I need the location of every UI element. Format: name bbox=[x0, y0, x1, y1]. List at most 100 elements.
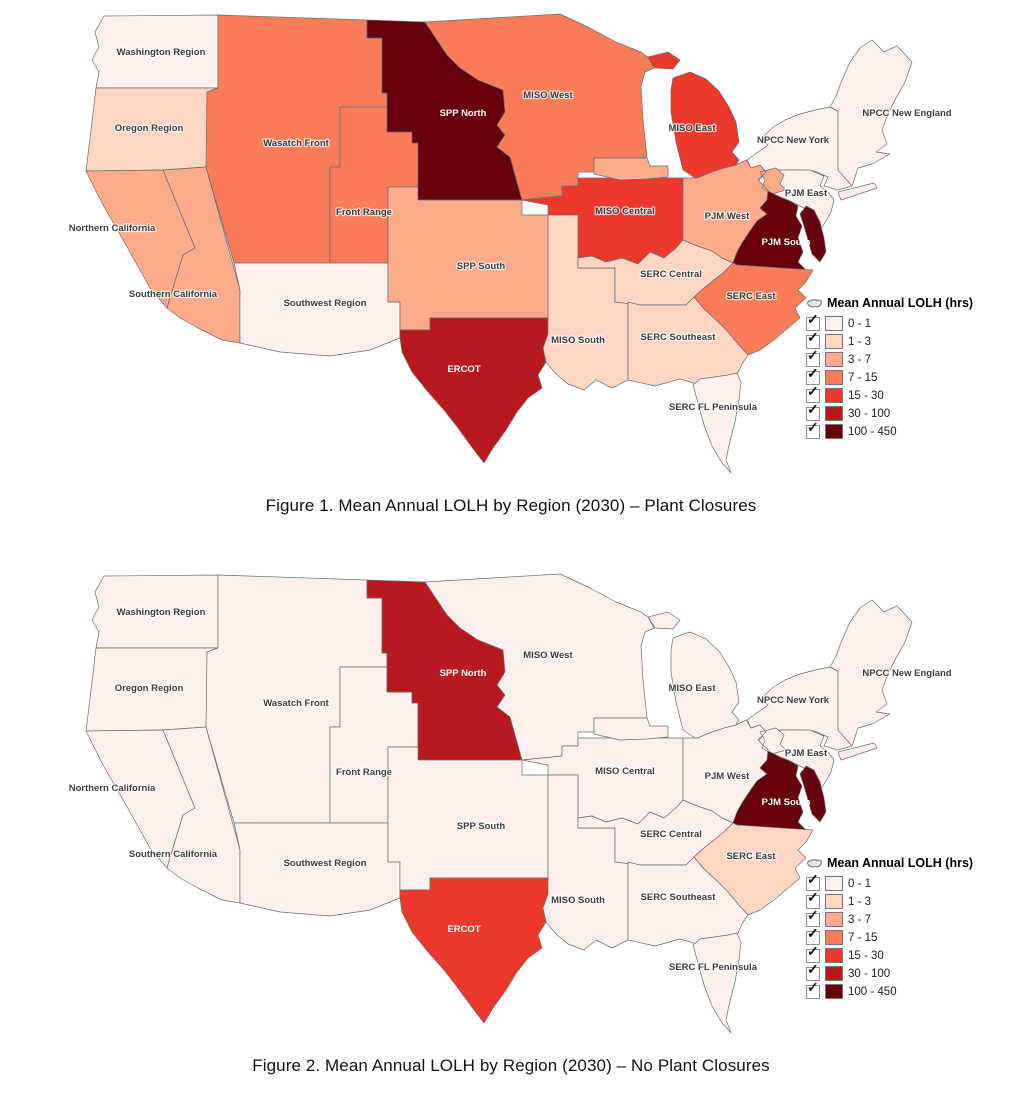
region-label-southwest: Southwest Region bbox=[284, 298, 367, 309]
region-serc_east[interactable] bbox=[693, 822, 814, 916]
legend-item-0: ✓ 0 - 1 bbox=[806, 872, 1012, 892]
legend-item-4: ✓ 15 - 30 bbox=[806, 944, 1012, 964]
region-miso_east[interactable] bbox=[647, 611, 740, 739]
region-ercot[interactable] bbox=[399, 317, 549, 464]
checkmark-icon: ✓ bbox=[807, 888, 819, 905]
region-serc_fl[interactable] bbox=[692, 932, 742, 1034]
region-label-oregon: Oregon Region bbox=[115, 683, 184, 694]
region-label-front_range: Front Range bbox=[336, 767, 392, 778]
region-spp_south[interactable] bbox=[387, 186, 549, 331]
legend-item-4: ✓ 15 - 30 bbox=[806, 384, 1012, 404]
legend-checkbox-5[interactable]: ✓ bbox=[806, 402, 820, 421]
region-label-oregon: Oregon Region bbox=[115, 123, 184, 134]
region-label-wasatch: Wasatch Front bbox=[263, 138, 329, 149]
region-serc_southeast[interactable] bbox=[627, 856, 749, 947]
checkmark-icon: ✓ bbox=[807, 418, 819, 435]
checkmark-icon: ✓ bbox=[807, 400, 819, 417]
region-label-n_california: Northern California bbox=[69, 783, 156, 794]
region-label-serc_central: SERC Central bbox=[640, 829, 702, 840]
checkmark-icon: ✓ bbox=[807, 870, 819, 887]
legend-checkbox-1[interactable]: ✓ bbox=[806, 890, 820, 909]
region-label-wasatch: Wasatch Front bbox=[263, 698, 329, 709]
region-label-npcc_ne: NPCC New England bbox=[862, 668, 951, 679]
legend-checkbox-0[interactable]: ✓ bbox=[806, 872, 820, 891]
legend-checkbox-5[interactable]: ✓ bbox=[806, 962, 820, 981]
region-spp_south[interactable] bbox=[387, 746, 549, 891]
checkmark-icon: ✓ bbox=[807, 924, 819, 941]
legend-title-row: Mean Annual LOLH (hrs) bbox=[806, 296, 1012, 310]
legend-item-1: ✓ 1 - 3 bbox=[806, 330, 1012, 350]
legend-title: Mean Annual LOLH (hrs) bbox=[827, 856, 974, 870]
legend-checkbox-6[interactable]: ✓ bbox=[806, 980, 820, 999]
legend-item-label: 1 - 3 bbox=[848, 895, 872, 908]
legend-swatch-1 bbox=[825, 334, 843, 349]
checkmark-icon: ✓ bbox=[807, 906, 819, 923]
checkmark-icon: ✓ bbox=[807, 328, 819, 345]
legend-checkbox-0[interactable]: ✓ bbox=[806, 312, 820, 331]
region-serc_east[interactable] bbox=[693, 262, 814, 356]
legend-checkbox-1[interactable]: ✓ bbox=[806, 330, 820, 349]
region-label-pjm_south: PJM South bbox=[761, 237, 810, 248]
legend-swatch-0 bbox=[825, 876, 843, 891]
region-s_california[interactable] bbox=[162, 726, 241, 904]
region-npcc_ne[interactable] bbox=[829, 39, 913, 187]
region-label-serc_southeast: SERC Southeast bbox=[641, 332, 717, 343]
legend-item-0: ✓ 0 - 1 bbox=[806, 312, 1012, 332]
region-southwest[interactable] bbox=[233, 262, 401, 357]
legend-checkbox-4[interactable]: ✓ bbox=[806, 384, 820, 403]
region-label-miso_east: MISO East bbox=[669, 683, 717, 694]
legend-item-label: 3 - 7 bbox=[848, 913, 872, 926]
region-miso_east[interactable] bbox=[647, 51, 740, 179]
region-label-front_range: Front Range bbox=[336, 207, 392, 218]
region-label-npcc_ny: NPCC New York bbox=[757, 695, 830, 706]
legend-item-label: 1 - 3 bbox=[848, 335, 872, 348]
map-2-wrap: Washington Region Oregon Region Northern C… bbox=[0, 560, 1022, 1040]
legend-item-label: 3 - 7 bbox=[848, 353, 872, 366]
legend-swatch-2 bbox=[825, 352, 843, 367]
legend-checkbox-6[interactable]: ✓ bbox=[806, 420, 820, 439]
region-label-spp_north: SPP North bbox=[440, 108, 487, 119]
map-1-wrap: Washington Region Oregon Region Northern C… bbox=[0, 0, 1022, 480]
legend-swatch-2 bbox=[825, 912, 843, 927]
region-label-miso_south: MISO South bbox=[551, 895, 605, 906]
legend-item-2: ✓ 3 - 7 bbox=[806, 908, 1012, 928]
figure-1-caption: Figure 1. Mean Annual LOLH by Region (20… bbox=[265, 496, 757, 515]
checkmark-icon: ✓ bbox=[807, 382, 819, 399]
legend-item-label: 7 - 15 bbox=[848, 931, 878, 944]
region-label-miso_central: MISO Central bbox=[595, 206, 655, 217]
legend-item-5: ✓ 30 - 100 bbox=[806, 402, 1012, 422]
legend-checkbox-4[interactable]: ✓ bbox=[806, 944, 820, 963]
region-label-pjm_south: PJM South bbox=[761, 797, 810, 808]
region-s_california[interactable] bbox=[162, 166, 241, 344]
region-label-serc_fl: SERC FL Peninsula bbox=[669, 962, 758, 973]
legend-checkbox-3[interactable]: ✓ bbox=[806, 366, 820, 385]
region-label-npcc_ne: NPCC New England bbox=[862, 108, 951, 119]
region-label-washington: Washington Region bbox=[117, 47, 206, 58]
legend-swatch-3 bbox=[825, 370, 843, 385]
legend-checkbox-2[interactable]: ✓ bbox=[806, 348, 820, 367]
region-label-pjm_west: PJM West bbox=[705, 771, 751, 782]
region-pjm_south[interactable] bbox=[732, 750, 827, 831]
legend-item-label: 0 - 1 bbox=[848, 877, 872, 890]
region-label-npcc_ny: NPCC New York bbox=[757, 135, 830, 146]
legend-swatch-1 bbox=[825, 894, 843, 909]
region-label-miso_central: MISO Central bbox=[595, 766, 655, 777]
region-label-washington: Washington Region bbox=[117, 607, 206, 618]
region-southwest[interactable] bbox=[233, 822, 401, 917]
region-npcc_ne[interactable] bbox=[829, 599, 913, 747]
legend-checkbox-2[interactable]: ✓ bbox=[806, 908, 820, 927]
legend-checkbox-3[interactable]: ✓ bbox=[806, 926, 820, 945]
region-serc_fl[interactable] bbox=[692, 372, 742, 474]
region-label-miso_south: MISO South bbox=[551, 335, 605, 346]
checkmark-icon: ✓ bbox=[807, 978, 819, 995]
figure-2-caption: Figure 2. Mean Annual LOLH by Region (20… bbox=[252, 1056, 770, 1075]
legend-item-label: 0 - 1 bbox=[848, 317, 872, 330]
region-label-miso_east: MISO East bbox=[669, 123, 717, 134]
region-pjm_south[interactable] bbox=[732, 190, 827, 271]
region-ercot[interactable] bbox=[399, 877, 549, 1024]
region-serc_southeast[interactable] bbox=[627, 296, 749, 387]
legend-swatch-5 bbox=[825, 966, 843, 981]
legend-item-3: ✓ 7 - 15 bbox=[806, 366, 1012, 386]
legend-item-label: 30 - 100 bbox=[848, 967, 891, 980]
legend-2: Mean Annual LOLH (hrs) ✓ 0 - 1 ✓ 1 - 3 ✓ 3 - … bbox=[806, 856, 1012, 1001]
